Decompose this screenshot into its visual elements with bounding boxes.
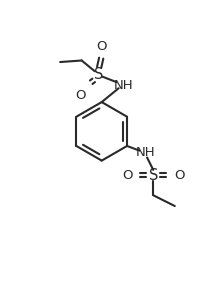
Text: O: O <box>122 169 132 182</box>
Text: O: O <box>97 40 107 53</box>
Text: S: S <box>94 67 103 82</box>
Text: S: S <box>149 168 158 183</box>
Text: O: O <box>174 169 185 182</box>
Text: NH: NH <box>136 146 155 159</box>
Text: NH: NH <box>114 79 133 92</box>
Text: O: O <box>75 89 85 102</box>
